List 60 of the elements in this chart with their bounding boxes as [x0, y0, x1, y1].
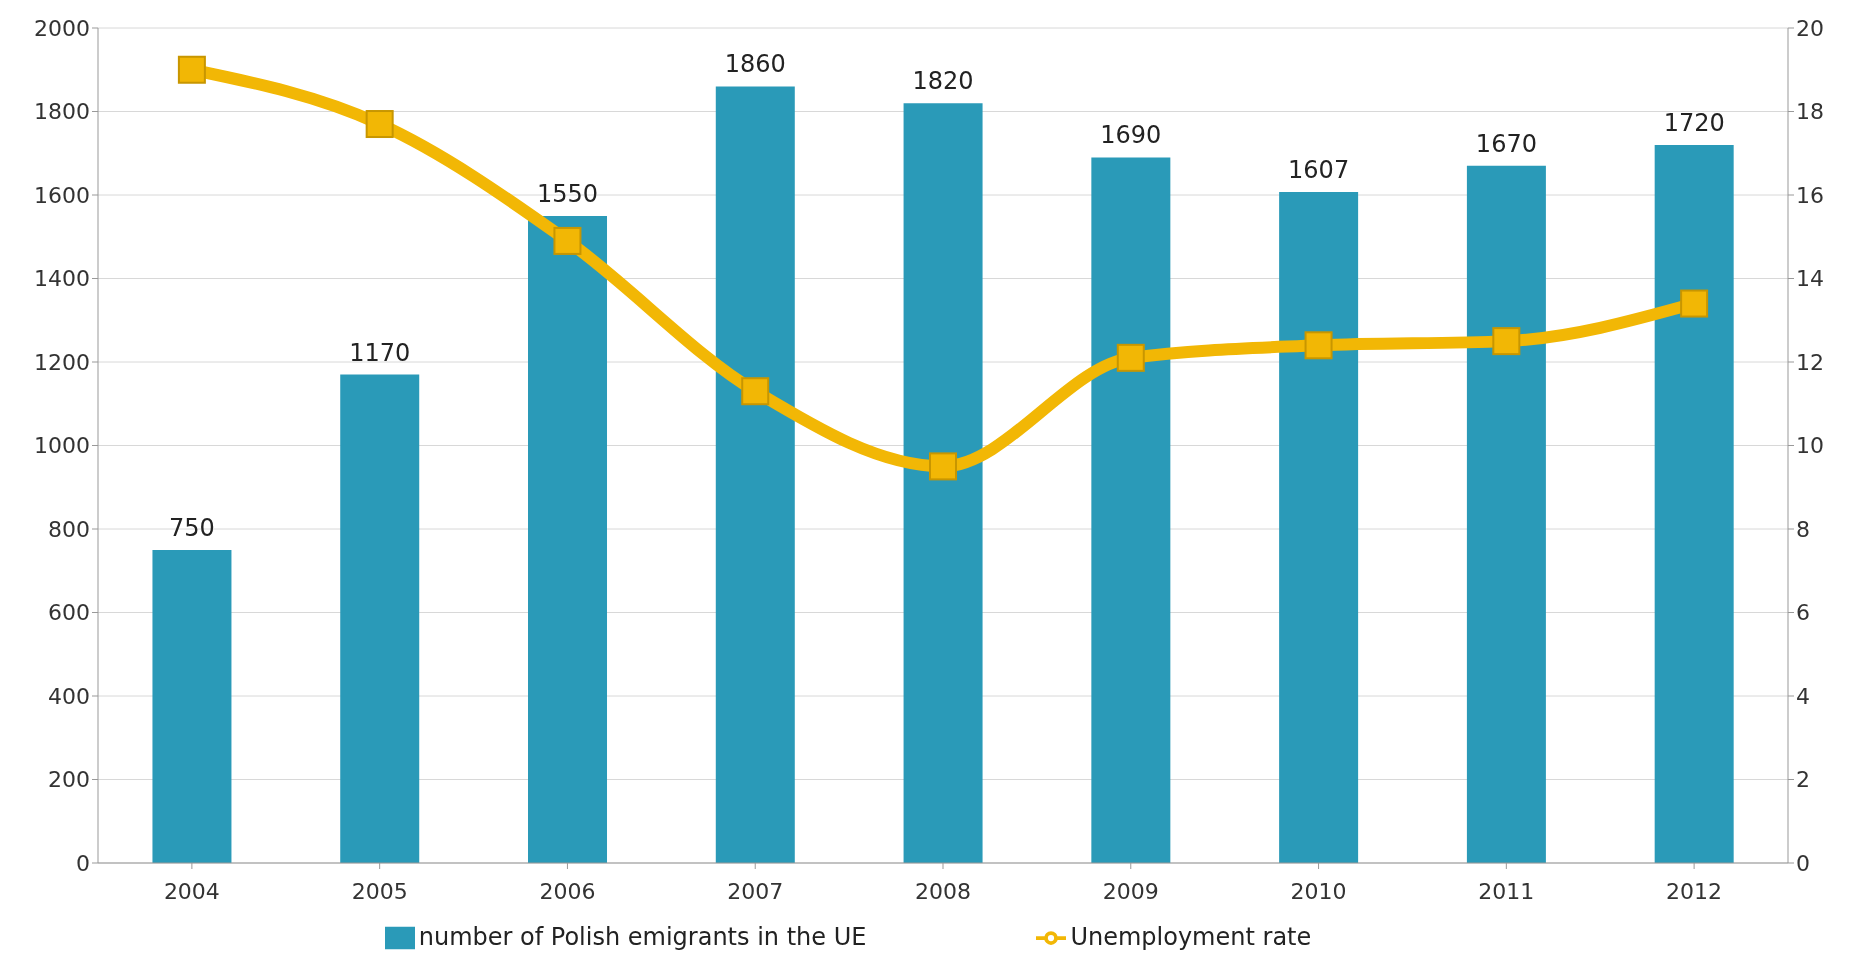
- y-tick-label: 1600: [34, 182, 90, 208]
- data-label: 1860: [724, 50, 786, 79]
- bar: [340, 374, 420, 863]
- bar: [1279, 192, 1359, 863]
- bar: [1091, 157, 1171, 863]
- point: [1116, 343, 1145, 372]
- y2-tick-label: 10: [1796, 433, 1824, 459]
- y-tick-label: 1000: [34, 433, 90, 459]
- data-label: 750: [169, 513, 215, 542]
- y2-tick-label: 8: [1796, 516, 1810, 542]
- y2-tick-label: 6: [1796, 600, 1810, 626]
- point: [1680, 289, 1709, 318]
- y2-tick-label: 16: [1796, 182, 1824, 208]
- point: [1492, 327, 1521, 356]
- data-label: 1607: [1288, 156, 1350, 185]
- data-label: 1720: [1663, 108, 1725, 137]
- y2-tick-label: 2: [1796, 767, 1810, 793]
- x-tick-label: 2006: [539, 878, 596, 904]
- x-tick-label: 2005: [351, 878, 408, 904]
- y-tick-label: 0: [76, 850, 90, 876]
- x-tick-label: 2007: [727, 878, 784, 904]
- y-tick-label: 1400: [34, 266, 90, 292]
- data-label: 1670: [1475, 129, 1537, 158]
- x-tick-label: 2012: [1666, 878, 1723, 904]
- y2-tick-label: 12: [1796, 349, 1824, 375]
- y2-tick-label: 18: [1796, 99, 1824, 125]
- point: [741, 377, 770, 406]
- legend-label: Unemployment rate: [1070, 923, 1312, 951]
- x-tick-label: 2009: [1102, 878, 1159, 904]
- y2-tick-label: 0: [1796, 850, 1810, 876]
- data-label: 1170: [349, 338, 411, 367]
- y2-tick-label: 4: [1796, 683, 1810, 709]
- bar: [1654, 144, 1734, 863]
- y-tick-label: 2000: [34, 15, 90, 41]
- data-label: 1820: [912, 67, 974, 96]
- y-tick-label: 200: [48, 767, 90, 793]
- x-tick-label: 2011: [1478, 878, 1535, 904]
- y-tick-label: 1800: [34, 99, 90, 125]
- data-label: 1550: [536, 179, 599, 208]
- bar: [1466, 165, 1546, 863]
- point: [553, 226, 582, 255]
- bar: [903, 103, 983, 863]
- bar: [715, 86, 795, 863]
- point: [365, 110, 394, 139]
- data-label: 1690: [1100, 121, 1162, 150]
- point: [929, 452, 957, 481]
- point: [177, 55, 206, 84]
- point: [1304, 331, 1333, 360]
- x-tick-label: 2010: [1290, 878, 1347, 904]
- y-tick-label: 800: [48, 516, 90, 542]
- bar: [528, 215, 608, 863]
- y-tick-label: 600: [48, 600, 90, 626]
- legend-label: number of Polish emigrants in the UE: [418, 923, 867, 951]
- y-tick-label: 400: [48, 683, 90, 709]
- y2-tick-label: 20: [1796, 15, 1824, 41]
- y2-tick-label: 14: [1796, 266, 1824, 292]
- bar: [152, 549, 232, 863]
- x-tick-label: 2004: [163, 878, 220, 904]
- y-tick-label: 1200: [34, 349, 90, 375]
- x-tick-label: 2008: [915, 878, 971, 904]
